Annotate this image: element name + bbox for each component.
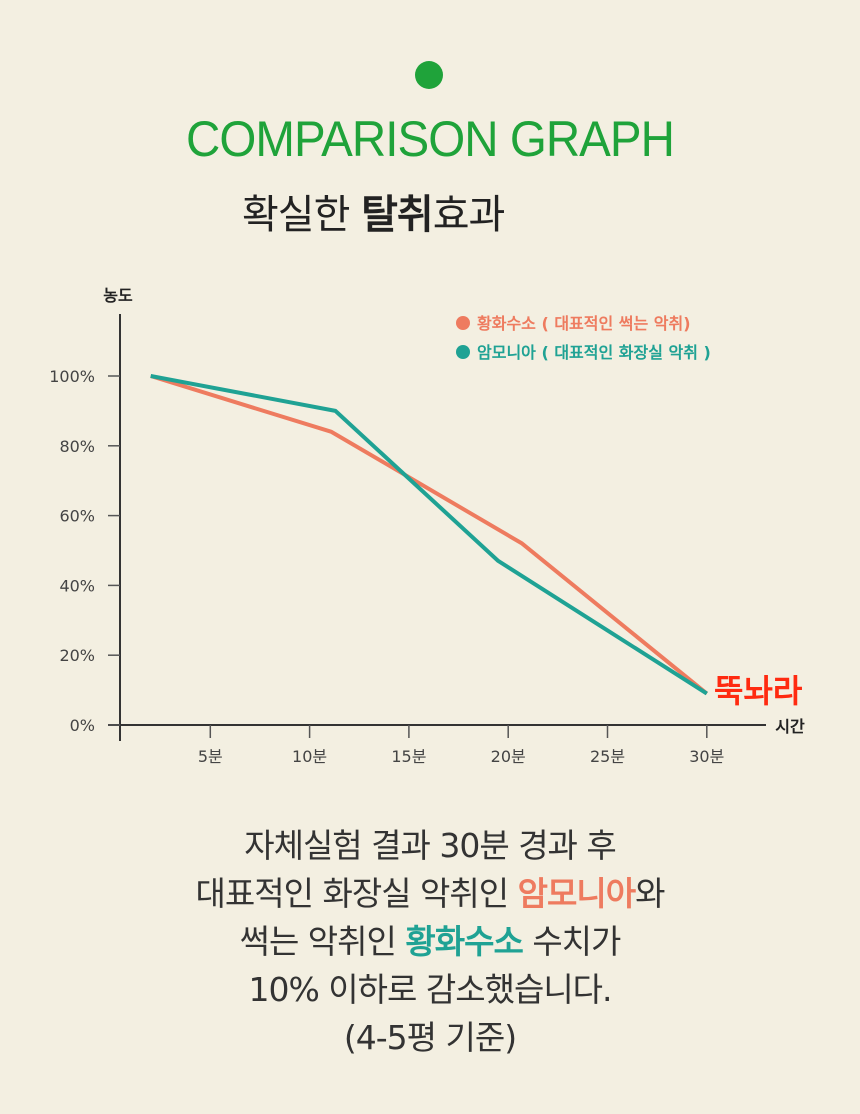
desc-line-4: 10% 이하로 감소했습니다. xyxy=(248,970,612,1009)
highlight-h2s: 황화수소 xyxy=(405,922,523,961)
legend-marker xyxy=(456,316,470,330)
description: 자체실험 결과 30분 경과 후 대표적인 화장실 악취인 암모니아와 썩는 악… xyxy=(0,822,860,1062)
x-tick-label: 5분 xyxy=(198,747,223,766)
desc-line-1: 자체실험 결과 30분 경과 후 xyxy=(244,826,617,865)
x-tick-label: 15분 xyxy=(391,747,426,766)
y-tick-label: 80% xyxy=(59,437,95,456)
desc-line-5: (4-5평 기준) xyxy=(343,1018,517,1057)
x-tick-label: 30분 xyxy=(689,747,724,766)
page-subtitle: 확실한 탈취효과 xyxy=(242,182,506,240)
y-tick-label: 20% xyxy=(59,646,95,665)
x-tick-label: 20분 xyxy=(491,747,526,766)
desc-line-3: 썩는 악취인 황화수소 수치가 xyxy=(0,918,860,966)
desc-line-2: 대표적인 화장실 악취인 암모니아와 xyxy=(0,870,860,918)
legend-label: 암모니아 ( 대표적인 화장실 악취 ) xyxy=(477,343,711,362)
title-dot xyxy=(415,61,443,89)
y-tick-label: 60% xyxy=(59,507,95,526)
x-axis-label: 시간 xyxy=(775,717,805,736)
desc-text: 대표적인 화장실 악취인 xyxy=(195,874,518,913)
series-line-ammonia xyxy=(150,374,708,696)
highlight-ammonia: 암모니아 xyxy=(517,874,636,913)
y-tick-label: 0% xyxy=(70,716,95,735)
subtitle-bold: 탈취 xyxy=(361,192,434,238)
desc-text: 썩는 악취인 xyxy=(239,922,406,961)
legend-marker xyxy=(456,345,470,359)
desc-text: 와 xyxy=(635,874,665,913)
subtitle-text: 확실한 xyxy=(242,192,362,238)
legend-label: 황화수소 ( 대표적인 썩는 악취) xyxy=(477,314,691,333)
subtitle-text-end: 효과 xyxy=(432,192,506,238)
page-title: COMPARISON GRAPH xyxy=(185,111,675,167)
annotation-label: 뚝놔라 xyxy=(714,672,803,710)
x-tick-label: 10분 xyxy=(292,747,327,766)
series-line-hydrogen-sulfide xyxy=(150,374,709,696)
x-tick-label: 25분 xyxy=(590,747,625,766)
y-axis-label: 농도 xyxy=(103,286,133,305)
desc-text: 수치가 xyxy=(522,922,621,961)
y-tick-label: 40% xyxy=(59,576,95,595)
y-tick-label: 100% xyxy=(49,367,95,386)
